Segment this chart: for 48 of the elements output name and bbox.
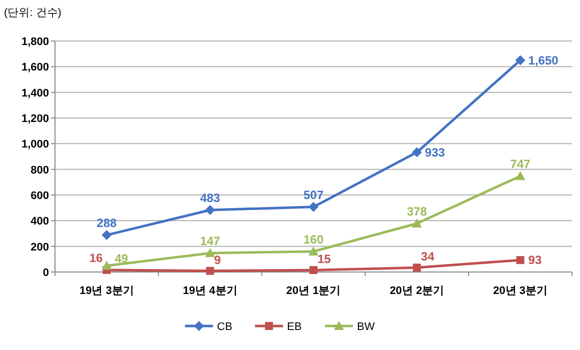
- y-tick-label: 200: [30, 241, 49, 254]
- point: [412, 147, 422, 158]
- x-tick-label: 20년 2분기: [390, 285, 444, 297]
- data-label: 747: [510, 157, 531, 172]
- point: [206, 266, 214, 275]
- data-label: 1,650: [528, 53, 559, 68]
- data-label: 147: [200, 234, 220, 248]
- point: [412, 264, 421, 272]
- data-label: 483: [200, 191, 220, 206]
- data-label: 288: [96, 216, 118, 230]
- point: [102, 230, 112, 240]
- point: [205, 205, 216, 216]
- data-label: 9: [214, 252, 222, 267]
- point: [412, 218, 422, 228]
- data-label: 933: [424, 145, 446, 160]
- data-label: 34: [420, 250, 435, 264]
- x-tick-label: 19년 4분기: [182, 285, 238, 297]
- x-tick-label: 20년 1분기: [286, 285, 341, 297]
- point: [515, 171, 526, 180]
- y-tick-label: 1,800: [21, 36, 49, 48]
- y-tick-label: 1,600: [21, 62, 49, 74]
- point: [308, 246, 318, 256]
- y-tick-label: 1,200: [21, 113, 49, 125]
- y-tick-label: 800: [30, 164, 49, 176]
- point: [308, 202, 318, 212]
- data-label: 378: [406, 204, 428, 218]
- data-label: 49: [114, 252, 128, 266]
- data-label: 93: [528, 253, 542, 268]
- text: (단위: 건수): [4, 7, 62, 19]
- y-tick-label: 600: [30, 190, 49, 202]
- point: [310, 266, 318, 274]
- y-tick-label: 0: [42, 267, 49, 279]
- y-tick-label: 1,400: [21, 87, 49, 100]
- point: [516, 256, 524, 264]
- y-tick-label: 1,000: [21, 138, 49, 151]
- legend-label: BW: [357, 321, 376, 333]
- legend-label: CB: [217, 321, 232, 333]
- data-label: 16: [89, 250, 104, 265]
- y-tick-label: 400: [30, 216, 49, 228]
- point: [102, 260, 112, 270]
- data-label: 15: [318, 252, 332, 266]
- x-tick-label: 20년 3분기: [493, 285, 548, 297]
- data-label: 160: [303, 232, 324, 246]
- x-tick-label: 19년 3분기: [79, 285, 134, 297]
- point: [515, 55, 526, 66]
- point: [205, 248, 216, 258]
- legend-label: EB: [287, 321, 302, 333]
- data-label: 507: [303, 188, 324, 202]
